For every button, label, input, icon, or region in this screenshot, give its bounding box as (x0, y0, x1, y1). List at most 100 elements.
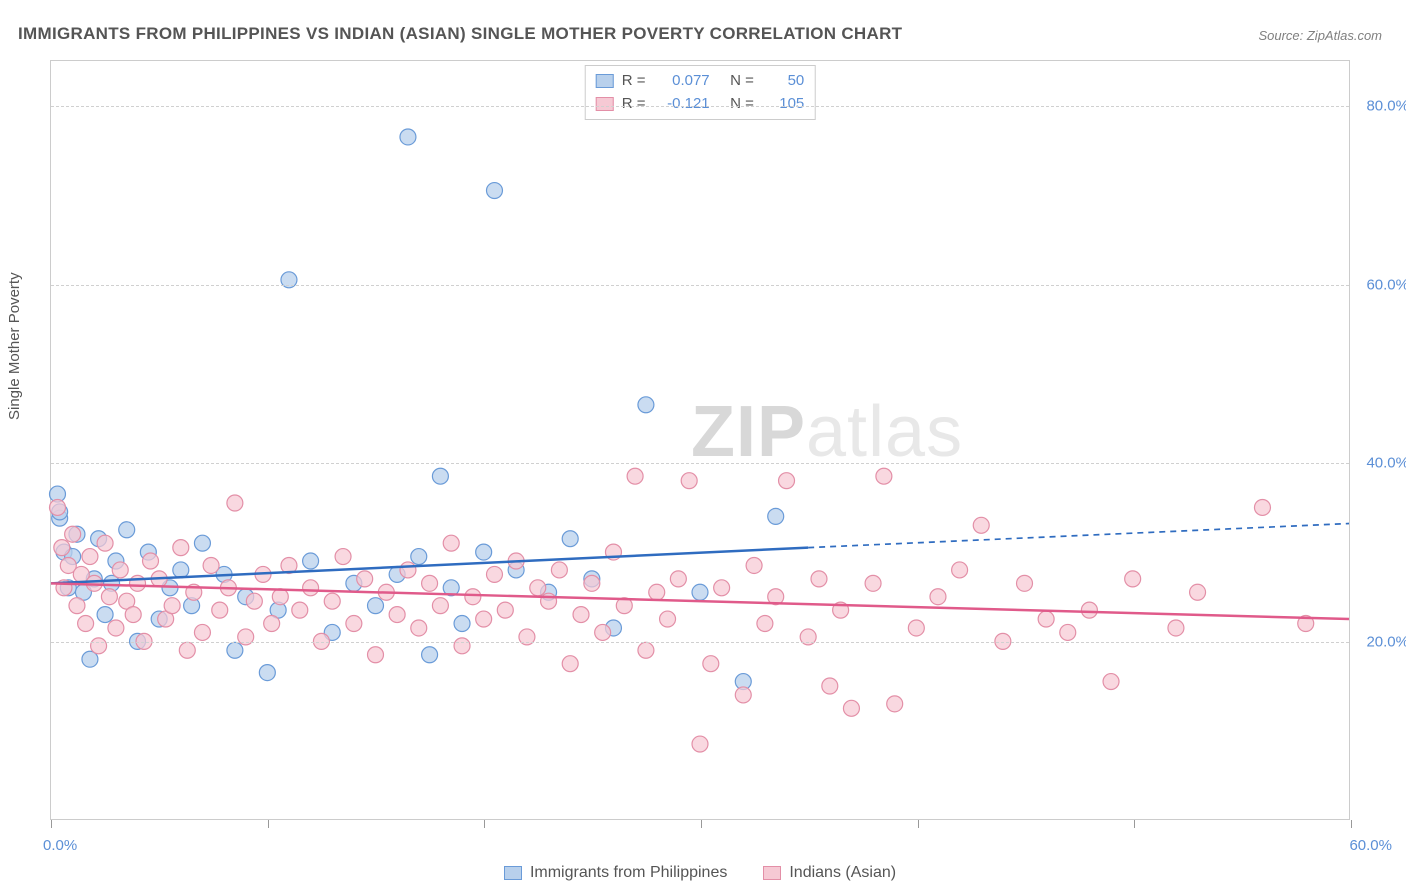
legend-item: Indians (Asian) (763, 864, 896, 882)
data-point (768, 508, 784, 524)
data-point (843, 700, 859, 716)
data-point (1103, 674, 1119, 690)
data-point (541, 593, 557, 609)
data-point (1038, 611, 1054, 627)
data-point (497, 602, 513, 618)
n-label: N = (718, 93, 763, 116)
data-point (887, 696, 903, 712)
data-point (476, 544, 492, 560)
scatter-svg (51, 61, 1349, 820)
data-point (465, 589, 481, 605)
x-axis-max-label: 60.0% (1349, 837, 1392, 854)
data-point (227, 495, 243, 511)
data-point (272, 589, 288, 605)
data-point (422, 575, 438, 591)
correlation-legend: R = 0.077 N = 50R = -0.121 N = 105 (585, 65, 816, 120)
y-tick-label: 40.0% (1359, 455, 1406, 472)
n-value: 50 (770, 70, 804, 93)
data-point (735, 687, 751, 703)
data-point (692, 584, 708, 600)
data-point (1081, 602, 1097, 618)
data-point (411, 549, 427, 565)
data-point (638, 397, 654, 413)
data-point (97, 607, 113, 623)
data-point (65, 526, 81, 542)
data-point (865, 575, 881, 591)
data-point (811, 571, 827, 587)
data-point (443, 535, 459, 551)
source-attribution: Source: ZipAtlas.com (1258, 28, 1382, 43)
legend-swatch (596, 74, 614, 88)
x-tick (484, 820, 485, 828)
gridline (51, 106, 1349, 107)
data-point (530, 580, 546, 596)
series-legend: Immigrants from Philippines Indians (Asia… (50, 864, 1350, 882)
data-point (292, 602, 308, 618)
data-point (346, 616, 362, 632)
data-point (692, 736, 708, 752)
data-point (400, 129, 416, 145)
x-tick (918, 820, 919, 828)
data-point (411, 620, 427, 636)
data-point (91, 638, 107, 654)
x-tick (51, 820, 52, 828)
trend-line-extrapolated (808, 524, 1349, 548)
legend-label: Immigrants from Philippines (530, 864, 727, 882)
x-axis-min-label: 0.0% (43, 837, 77, 854)
data-point (822, 678, 838, 694)
data-point (119, 522, 135, 538)
data-point (303, 580, 319, 596)
data-point (400, 562, 416, 578)
data-point (422, 647, 438, 663)
legend-row: R = 0.077 N = 50 (596, 70, 805, 93)
legend-swatch (763, 866, 781, 880)
n-value: 105 (770, 93, 804, 116)
legend-row: R = -0.121 N = 105 (596, 93, 805, 116)
data-point (486, 566, 502, 582)
x-tick (701, 820, 702, 828)
data-point (212, 602, 228, 618)
data-point (670, 571, 686, 587)
data-point (1017, 575, 1033, 591)
x-tick (1134, 820, 1135, 828)
y-tick-label: 80.0% (1359, 97, 1406, 114)
x-axis-line (51, 819, 1349, 820)
data-point (930, 589, 946, 605)
data-point (125, 607, 141, 623)
gridline (51, 285, 1349, 286)
data-point (703, 656, 719, 672)
r-label: R = (622, 93, 650, 116)
data-point (1190, 584, 1206, 600)
data-point (82, 549, 98, 565)
chart-title: IMMIGRANTS FROM PHILIPPINES VS INDIAN (A… (18, 24, 902, 44)
legend-swatch (596, 97, 614, 111)
r-value: -0.121 (658, 93, 710, 116)
y-tick-label: 20.0% (1359, 634, 1406, 651)
data-point (143, 553, 159, 569)
data-point (101, 589, 117, 605)
data-point (173, 562, 189, 578)
n-label: N = (718, 70, 763, 93)
data-point (952, 562, 968, 578)
data-point (595, 624, 611, 640)
data-point (551, 562, 567, 578)
data-point (562, 531, 578, 547)
data-point (50, 499, 66, 515)
data-point (476, 611, 492, 627)
r-value: 0.077 (658, 70, 710, 93)
r-label: R = (622, 70, 650, 93)
data-point (660, 611, 676, 627)
data-point (454, 638, 470, 654)
data-point (324, 593, 340, 609)
data-point (54, 540, 70, 556)
data-point (714, 580, 730, 596)
data-point (1060, 624, 1076, 640)
data-point (246, 593, 262, 609)
data-point (779, 473, 795, 489)
data-point (203, 557, 219, 573)
x-tick (1351, 820, 1352, 828)
data-point (389, 607, 405, 623)
data-point (194, 624, 210, 640)
gridline (51, 463, 1349, 464)
legend-swatch (504, 866, 522, 880)
